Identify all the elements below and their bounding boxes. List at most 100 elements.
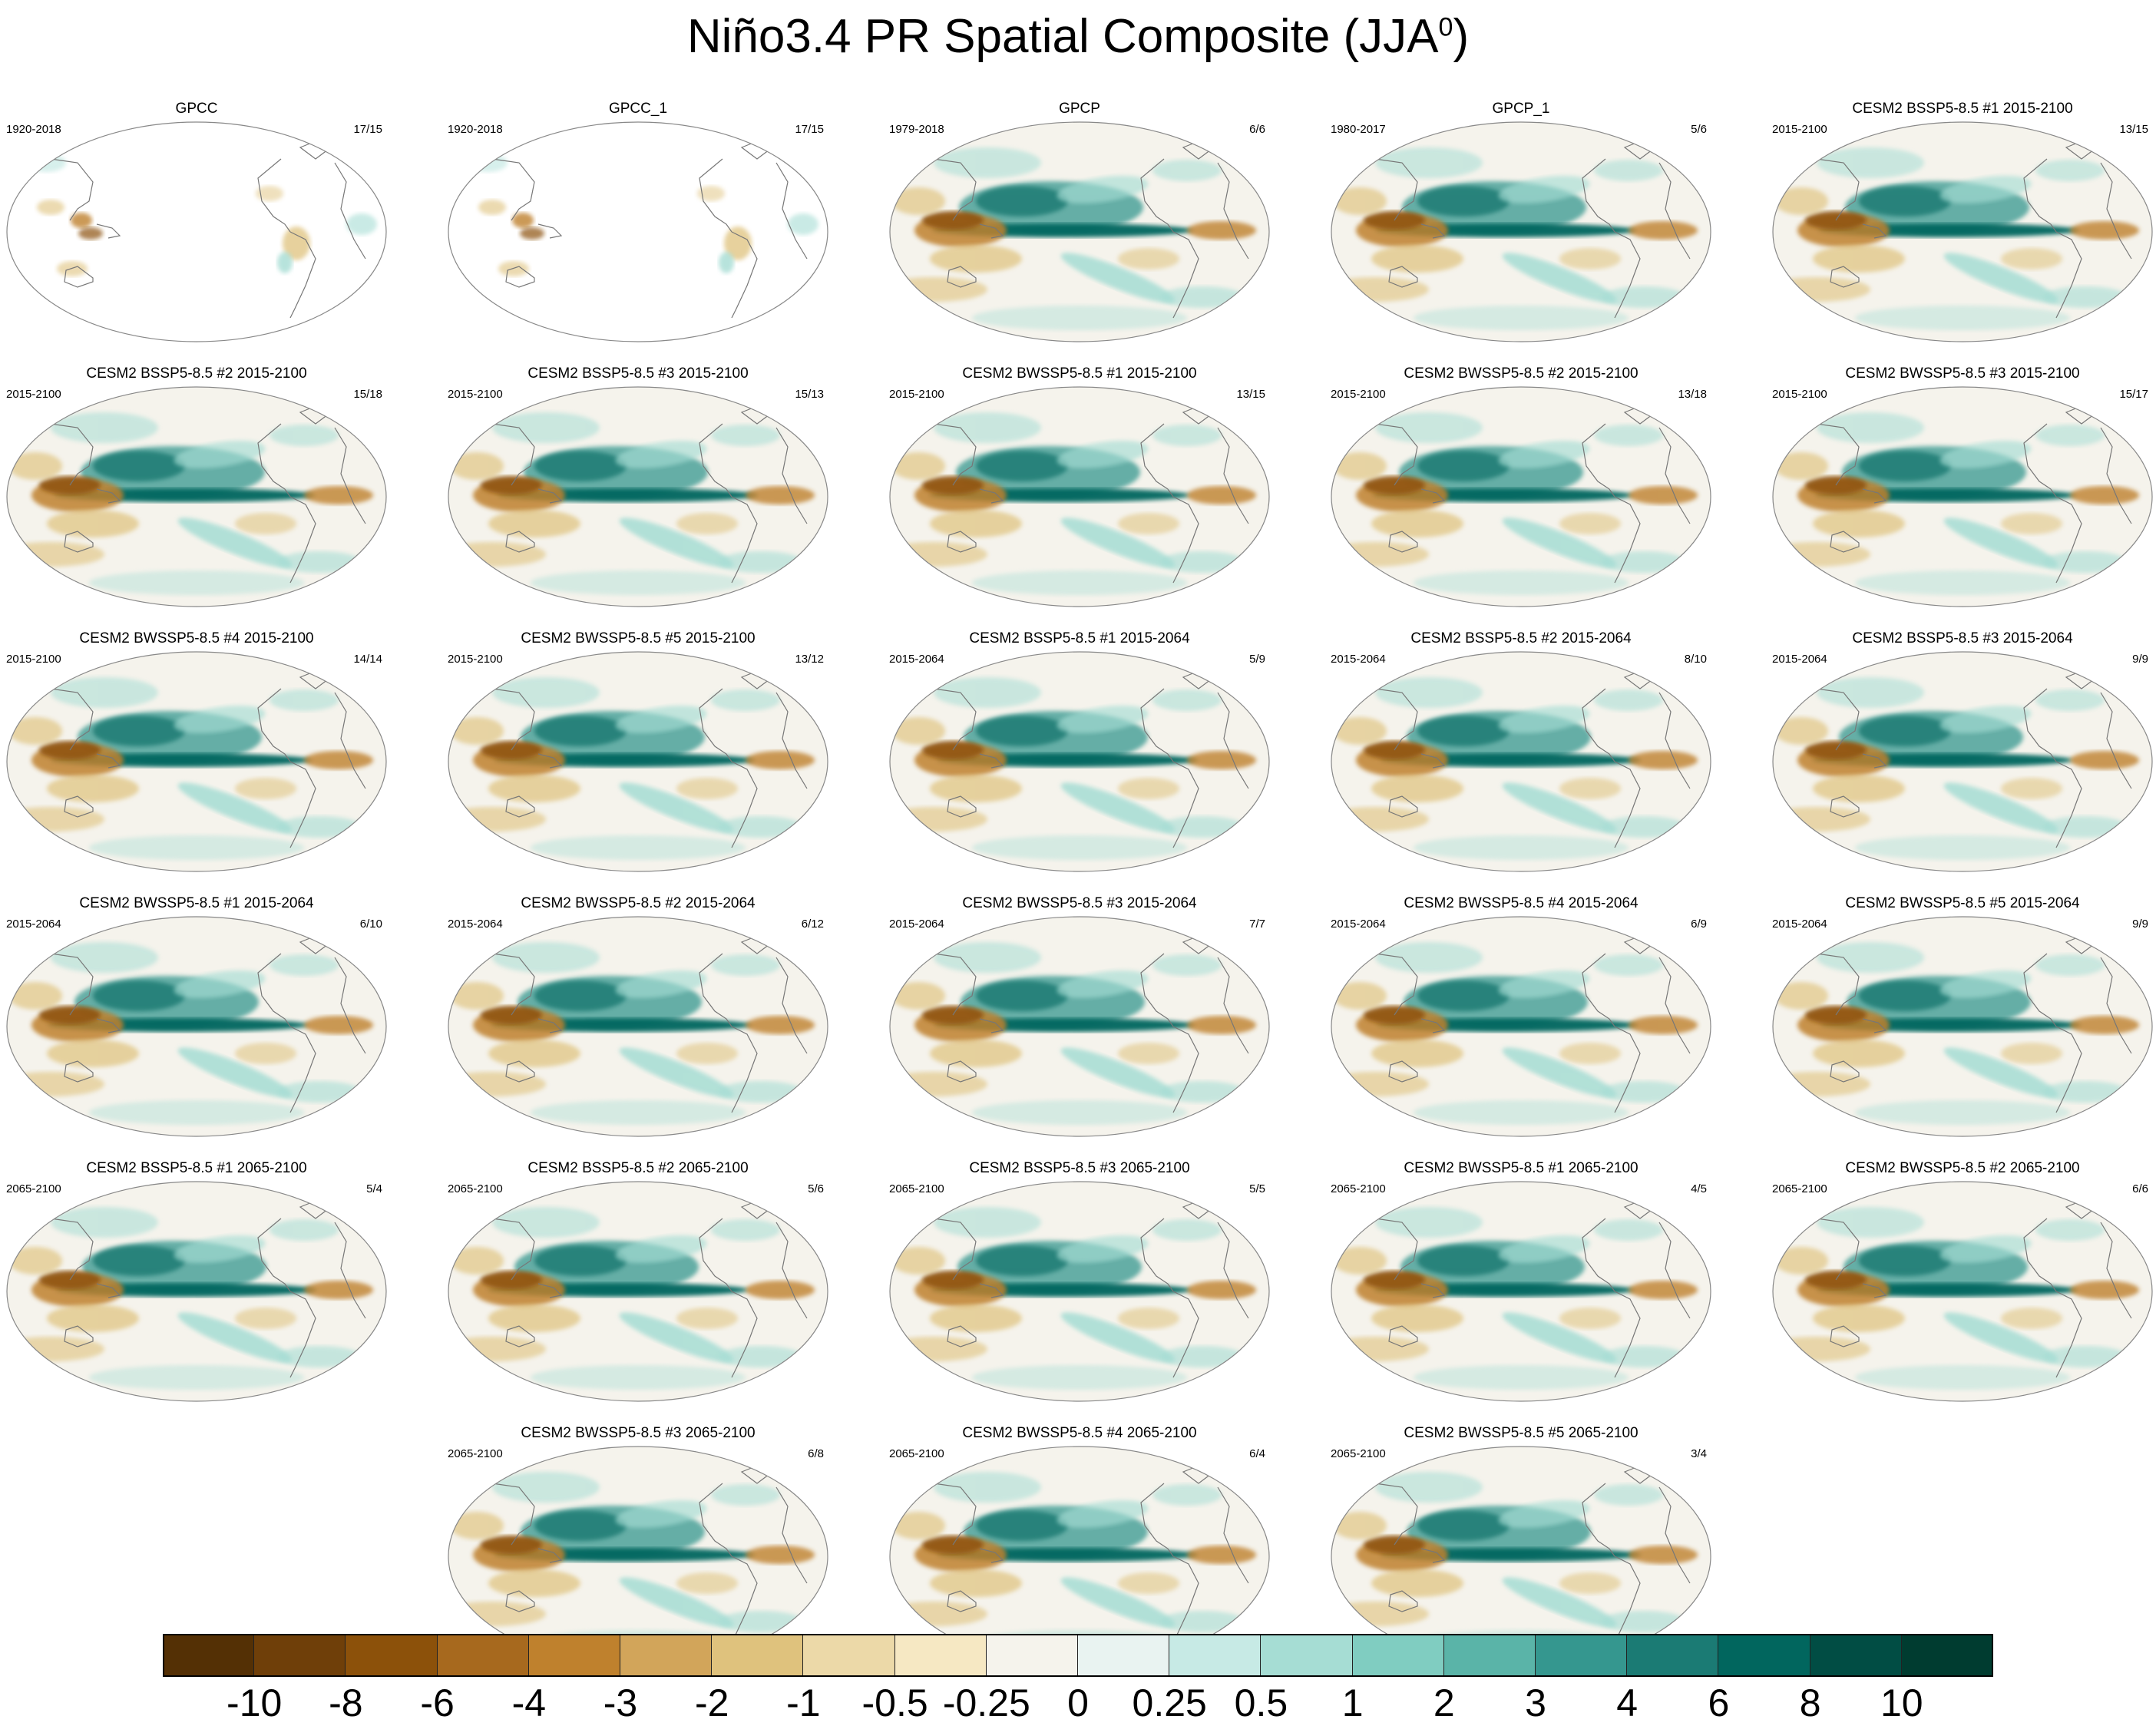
coastline bbox=[775, 162, 808, 260]
south-pacific-wet-band bbox=[177, 782, 293, 833]
panel-period: 2065-2100 bbox=[889, 1447, 944, 1460]
coastline bbox=[1816, 953, 1860, 1016]
south-atlantic-wet bbox=[719, 1611, 803, 1632]
north-pacific-wet bbox=[1498, 1235, 1590, 1263]
coastline bbox=[64, 1060, 94, 1083]
atlantic-dry-band bbox=[1629, 1546, 1698, 1564]
coastline bbox=[1830, 795, 1860, 818]
coastline bbox=[1374, 953, 1418, 1016]
coastline bbox=[96, 753, 121, 769]
panel-period: 1920-2018 bbox=[6, 123, 61, 136]
north-atlantic-wet bbox=[270, 954, 339, 976]
wet-anomaly-core bbox=[1859, 716, 1951, 746]
north-atlantic-wet bbox=[270, 1219, 339, 1241]
australia-dry-region bbox=[488, 775, 580, 802]
atlantic-dry-band bbox=[746, 1281, 815, 1299]
north-pacific-wet bbox=[615, 970, 707, 998]
composite-map bbox=[448, 651, 828, 872]
coastline bbox=[947, 531, 977, 553]
north-pacific-wet bbox=[1939, 706, 2032, 733]
north-asia-wet bbox=[1375, 412, 1483, 443]
colorbar-box bbox=[1443, 1634, 1536, 1677]
south-atlantic-wet bbox=[1160, 1611, 1245, 1632]
map-panel: CESM2 BWSSP5-8.5 #2 2015-2064 2015-2064 6/… bbox=[446, 894, 830, 1140]
coastline bbox=[1582, 1218, 1615, 1292]
coastline bbox=[699, 423, 732, 498]
north-asia-wet bbox=[934, 1472, 1041, 1503]
colorbar-box bbox=[528, 1634, 620, 1677]
north-asia-wet bbox=[492, 1472, 600, 1503]
indian-ocean-dry bbox=[1774, 187, 1828, 215]
coastline bbox=[1658, 692, 1691, 789]
australia-dry-region bbox=[488, 1040, 580, 1067]
coastline bbox=[50, 1218, 94, 1281]
panel-count: 6/8 bbox=[808, 1447, 824, 1460]
wet-anomaly-core bbox=[1417, 716, 1510, 746]
panel-period: 2015-2100 bbox=[1772, 388, 1827, 401]
panel-title: CESM2 BWSSP5-8.5 #5 2015-2100 bbox=[521, 630, 756, 646]
coastline bbox=[334, 692, 366, 789]
land-dry-spot bbox=[512, 213, 534, 228]
north-pacific-wet bbox=[1498, 176, 1590, 203]
coastline bbox=[1140, 423, 1174, 498]
coastline bbox=[947, 1060, 977, 1083]
coastline bbox=[1582, 423, 1615, 498]
panel-count: 6/10 bbox=[359, 918, 382, 931]
coastline bbox=[1374, 688, 1418, 751]
south-atlantic-wet bbox=[2043, 286, 2128, 308]
map-border bbox=[448, 386, 828, 607]
map-panel: CESM2 BSSP5-8.5 #2 2015-2064 2015-2064 8/1… bbox=[1329, 630, 1713, 875]
panel-title: CESM2 BWSSP5-8.5 #3 2065-2100 bbox=[521, 1425, 756, 1441]
coastline bbox=[2055, 496, 2082, 584]
coastline bbox=[537, 753, 563, 769]
southern-band bbox=[1414, 306, 1629, 330]
australia-dry-region bbox=[1813, 1304, 1905, 1332]
composite-map bbox=[889, 386, 1270, 607]
coastline bbox=[1172, 1026, 1199, 1113]
composite-map bbox=[448, 1446, 828, 1667]
north-atlantic-wet bbox=[1152, 425, 1222, 446]
wet-anomaly-core bbox=[1859, 1245, 1951, 1276]
main-title-superscript: 0 bbox=[1438, 12, 1453, 42]
coastline bbox=[1388, 266, 1418, 288]
southeast-pacific-dry bbox=[2001, 1308, 2062, 1329]
panel-title: CESM2 BWSSP5-8.5 #5 2015-2064 bbox=[1845, 895, 2080, 911]
australia-dry-region bbox=[1371, 1304, 1463, 1332]
composite-map bbox=[889, 916, 1270, 1137]
coastline bbox=[64, 1325, 94, 1347]
wet-anomaly-core bbox=[976, 1245, 1068, 1276]
north-asia-wet bbox=[1817, 1207, 1924, 1238]
coastline bbox=[334, 162, 366, 260]
map-panel: CESM2 BSSP5-8.5 #1 2065-2100 2065-2100 5/4 bbox=[5, 1159, 389, 1405]
land-dry-spot bbox=[498, 261, 529, 276]
colorbar-label: 0.25 bbox=[1132, 1681, 1207, 1724]
panel-period: 2015-2064 bbox=[6, 918, 61, 931]
north-atlantic-wet bbox=[711, 954, 780, 976]
map-border bbox=[448, 121, 828, 342]
panel-title: CESM2 BSSP5-8.5 #1 2015-2100 bbox=[1852, 101, 2073, 117]
panel-title: CESM2 BWSSP5-8.5 #2 2015-2064 bbox=[521, 895, 756, 911]
composite-map bbox=[1772, 1181, 2153, 1402]
south-pacific-wet-band bbox=[619, 1577, 734, 1628]
coastline bbox=[1614, 761, 1641, 848]
map-border bbox=[1772, 121, 2153, 342]
southeast-pacific-dry bbox=[1559, 1308, 1621, 1329]
coastline bbox=[2055, 231, 2082, 319]
coastline bbox=[1862, 1018, 1887, 1033]
panel-period: 2065-2100 bbox=[448, 1447, 503, 1460]
panel-title: CESM2 BSSP5-8.5 #1 2065-2100 bbox=[86, 1160, 307, 1176]
indian-ocean-dry bbox=[891, 717, 945, 745]
north-pacific-wet bbox=[1057, 1235, 1149, 1263]
wet-anomaly-core bbox=[976, 186, 1068, 217]
atlantic-dry-band bbox=[1629, 1281, 1698, 1299]
map-panel: GPCC 1920-2018 17/15 bbox=[5, 100, 389, 346]
colorbar-box bbox=[437, 1634, 529, 1677]
north-asia-wet bbox=[934, 677, 1041, 708]
wet-anomaly-core bbox=[1417, 186, 1510, 217]
composite-map bbox=[6, 386, 387, 607]
colorbar-label: 2 bbox=[1433, 1681, 1455, 1724]
coastline bbox=[537, 488, 563, 504]
composite-map bbox=[448, 916, 828, 1137]
coastline bbox=[1217, 957, 1249, 1054]
wet-anomaly-core bbox=[1417, 451, 1510, 481]
